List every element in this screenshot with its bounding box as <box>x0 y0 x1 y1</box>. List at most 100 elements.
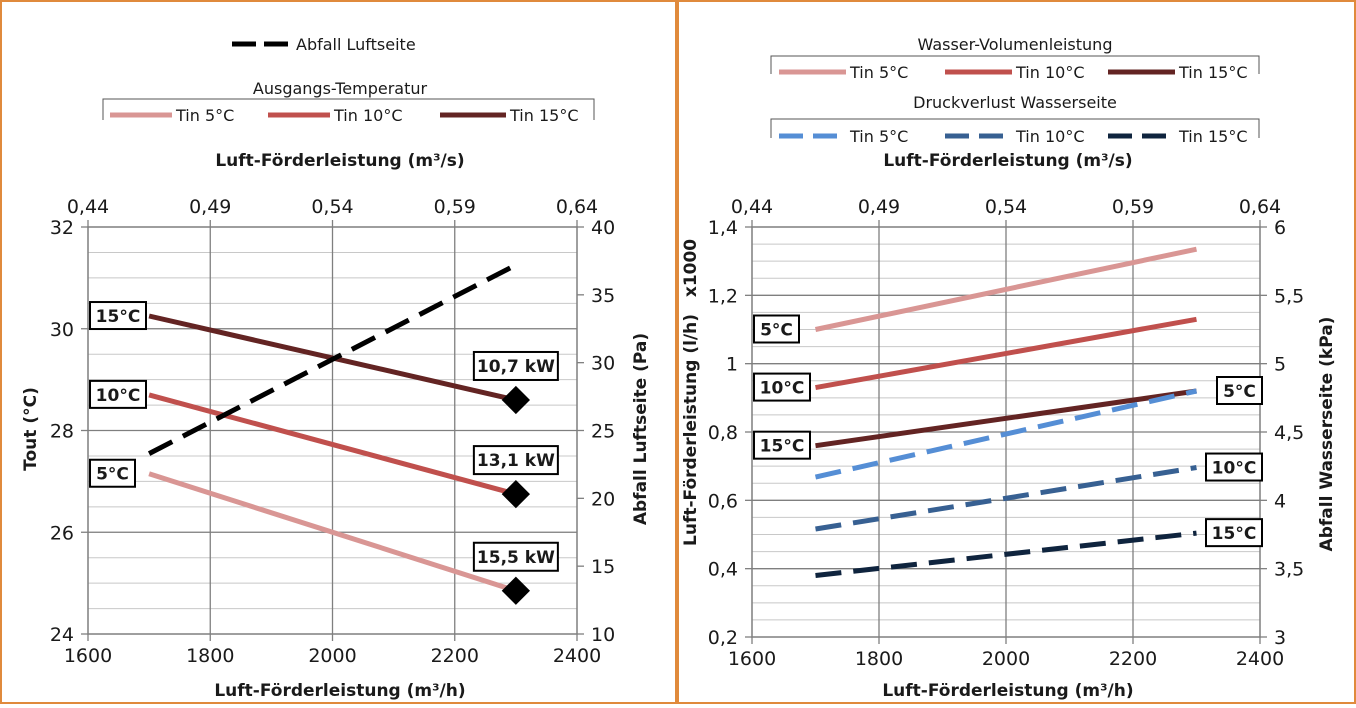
left-top-axis-title: Luft-Förderleistung (m³/s) <box>215 151 464 171</box>
annotation-box <box>753 314 800 344</box>
legend-label-tin-15: Tin 15°C <box>509 106 578 125</box>
y2-tick-label: 6 <box>1274 217 1286 239</box>
right-chart: Wasser-Volumenleistung Tin 5°C Tin 10°C … <box>681 35 1337 701</box>
y2-tick-label: 35 <box>591 285 615 307</box>
right-y2-axis-title: Abfall Wasserseite (kPa) <box>1317 317 1337 552</box>
x-tick-label: 2400 <box>553 645 601 667</box>
series-line-druckverlust-wasserseite-tin-5-c <box>814 388 1198 480</box>
y-tick-label: 0,4 <box>708 559 738 581</box>
y2-tick-label: 3,5 <box>1274 559 1304 581</box>
x-tick-label: 1600 <box>64 645 112 667</box>
x2-tick-label: 0,44 <box>731 196 773 218</box>
annotation-box <box>753 430 811 460</box>
right-series <box>814 246 1198 578</box>
y-tick-label: 0,6 <box>708 490 738 512</box>
y2-tick-label: 25 <box>591 421 615 443</box>
annotation-box <box>472 445 559 476</box>
x2-tick-label: 0,49 <box>858 196 900 218</box>
y2-tick-label: 5 <box>1274 354 1286 376</box>
annotation-box <box>89 301 147 331</box>
annotation-label: 5°C <box>760 321 793 341</box>
annotation-box <box>472 541 559 572</box>
y2-tick-label: 3 <box>1274 627 1286 649</box>
annotation-label: 10°C <box>760 379 805 399</box>
annotation-label: 5°C <box>96 465 129 485</box>
annotation-label: 15°C <box>760 437 805 457</box>
legend-group-title: Ausgangs-Temperatur <box>253 79 428 98</box>
right-bottom-axis-title: Luft-Förderleistung (m³/h) <box>882 681 1133 701</box>
y2-tick-label: 20 <box>591 488 615 510</box>
y-tick-label: 32 <box>50 217 74 239</box>
legend-group2-title: Druckverlust Wasserseite <box>913 93 1117 112</box>
annotation-label: 5°C <box>1223 382 1256 402</box>
right-legend: Wasser-Volumenleistung Tin 5°C Tin 10°C … <box>770 35 1260 146</box>
series-line-druckverlust-wasserseite-tin-10-c <box>815 465 1197 532</box>
series-line-abfall-luftseite <box>147 262 518 456</box>
y-tick-label: 1,2 <box>708 285 738 307</box>
y-tick-label: 24 <box>50 624 74 646</box>
left-tick-labels: 1600 1800 2000 2200 2400 0,44 0,49 0,54 0,59 0,64… <box>50 196 615 667</box>
legend-group1-title: Wasser-Volumenleistung <box>918 35 1113 54</box>
x2-tick-label: 0,49 <box>189 196 231 218</box>
y2-tick-label: 5,5 <box>1274 285 1304 307</box>
legend-label-wasser-tin-10: Tin 10°C <box>1015 63 1084 82</box>
x-tick-label: 2000 <box>982 648 1030 670</box>
annotation-box <box>1205 452 1263 482</box>
series-line-wasser-volumenleistung-tin-10-c <box>815 316 1197 391</box>
marker-diamond <box>501 385 531 415</box>
annotation-box <box>753 372 811 402</box>
y-tick-label: 1 <box>726 354 738 376</box>
y2-tick-label: 10 <box>591 624 615 646</box>
annotation-box <box>89 379 147 409</box>
series-line-tin-10-c <box>148 392 517 497</box>
annotation-box <box>1216 376 1263 405</box>
x-tick-label: 2200 <box>1109 648 1157 670</box>
x-tick-label: 2400 <box>1236 648 1284 670</box>
y-tick-label: 0,2 <box>708 627 738 649</box>
annotation-box <box>1205 518 1263 548</box>
annotation-box <box>472 350 559 381</box>
legend-label-wasser-tin-15: Tin 15°C <box>1178 63 1247 82</box>
x2-tick-label: 0,54 <box>985 196 1027 218</box>
annotation-label: 15°C <box>1212 524 1257 544</box>
annotation-label: 10°C <box>96 386 141 406</box>
legend-label-abfall-luftseite: Abfall Luftseite <box>296 35 416 54</box>
y2-tick-label: 15 <box>591 556 615 578</box>
left-y-axis-title: Tout (°C) <box>21 387 41 471</box>
x-tick-label: 2200 <box>431 645 479 667</box>
legend-group-bracket <box>102 98 595 120</box>
series-line-tin-5-c <box>148 471 517 594</box>
series-line-druckverlust-wasserseite-tin-15-c <box>815 530 1197 578</box>
y-tick-label: 28 <box>50 421 74 443</box>
left-chart: Abfall Luftseite Ausgangs-Temperatur Tin… <box>21 35 651 701</box>
x2-tick-label: 0,59 <box>1112 196 1154 218</box>
x2-tick-label: 0,54 <box>311 196 353 218</box>
x2-tick-label: 0,64 <box>1239 196 1281 218</box>
x-tick-label: 1600 <box>728 648 776 670</box>
x2-tick-label: 0,64 <box>556 196 598 218</box>
legend-group2-bracket <box>770 118 1260 138</box>
x2-tick-label: 0,44 <box>67 196 109 218</box>
legend-group1-bracket <box>770 55 1260 74</box>
y-tick-label: 1,4 <box>708 217 738 239</box>
x-tick-label: 1800 <box>855 648 903 670</box>
annotation-label: 15°C <box>96 307 141 327</box>
legend-label-druck-tin-5: Tin 5°C <box>849 127 908 146</box>
left-grid <box>87 226 578 635</box>
right-top-axis-title: Luft-Förderleistung (m³/s) <box>883 151 1132 171</box>
marker-diamond <box>501 479 531 509</box>
y2-tick-label: 4,5 <box>1274 422 1304 444</box>
left-annotations: 15°C 10°C 5°C 10,7 kW 13,1 kW 15,5 kW <box>89 301 559 605</box>
left-panel-border <box>0 0 677 704</box>
x-tick-label: 2000 <box>308 645 356 667</box>
legend-label-druck-tin-15: Tin 15°C <box>1178 127 1247 146</box>
y-tick-label: 30 <box>50 319 74 341</box>
y-tick-label: 0,8 <box>708 422 738 444</box>
x-tick-label: 1800 <box>186 645 234 667</box>
left-legend: Abfall Luftseite Ausgangs-Temperatur Tin… <box>102 35 595 125</box>
x2-tick-label: 0,59 <box>434 196 476 218</box>
y2-tick-label: 40 <box>591 217 615 239</box>
y-tick-label: 26 <box>50 522 74 544</box>
